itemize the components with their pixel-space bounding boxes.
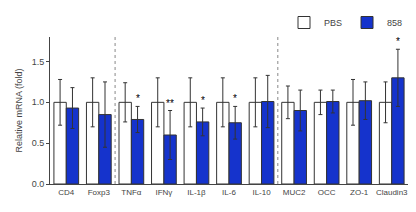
- svg-text:IL-6: IL-6: [222, 188, 236, 197]
- svg-text:IL-1β: IL-1β: [187, 188, 206, 197]
- svg-text:*: *: [396, 36, 400, 47]
- svg-text:Foxp3: Foxp3: [88, 188, 111, 197]
- svg-text:OCC: OCC: [318, 188, 336, 197]
- svg-text:ZO-1: ZO-1: [350, 188, 369, 197]
- svg-text:1.0: 1.0: [32, 97, 45, 107]
- svg-text:*: *: [201, 95, 205, 106]
- svg-text:TNFα: TNFα: [121, 188, 142, 197]
- svg-text:0.0: 0.0: [32, 179, 45, 189]
- svg-text:IL-10: IL-10: [252, 188, 271, 197]
- svg-text:1.5: 1.5: [32, 57, 45, 67]
- svg-text:CD4: CD4: [58, 188, 75, 197]
- svg-text:**: **: [166, 98, 174, 109]
- svg-text:Claudin3: Claudin3: [376, 188, 408, 197]
- svg-text:IFNγ: IFNγ: [155, 188, 172, 197]
- svg-text:858: 858: [387, 18, 402, 28]
- svg-text:*: *: [136, 93, 140, 104]
- svg-text:*: *: [233, 93, 237, 104]
- svg-text:0.5: 0.5: [32, 138, 45, 148]
- svg-text:MUC2: MUC2: [283, 188, 306, 197]
- svg-text:Relative mRNA (fold): Relative mRNA (fold): [14, 68, 24, 152]
- svg-text:PBS: PBS: [324, 18, 342, 28]
